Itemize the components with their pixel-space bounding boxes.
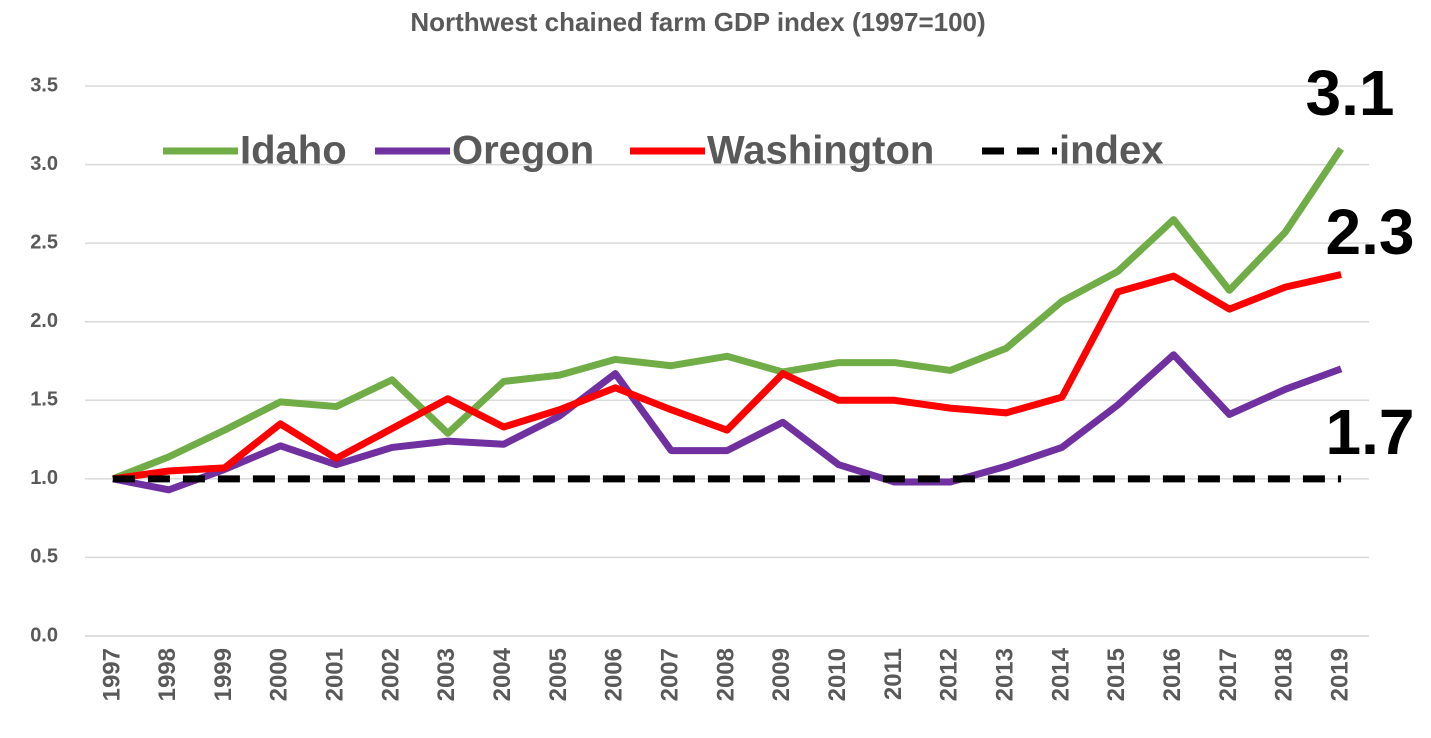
x-tick-label: 2015 <box>1103 648 1130 701</box>
x-tick-label: 1998 <box>154 648 181 701</box>
x-tick-label: 2013 <box>991 648 1018 701</box>
annotation: 3.1 <box>1306 57 1395 129</box>
y-tick-label: 1.5 <box>30 389 58 411</box>
x-tick-label: 2016 <box>1159 648 1186 701</box>
x-tick-label: 2009 <box>768 648 795 701</box>
x-tick-label: 2003 <box>433 648 460 701</box>
x-tick-label: 2006 <box>601 648 628 701</box>
y-tick-label: 1.0 <box>30 467 58 489</box>
x-tick-label: 2007 <box>657 648 684 701</box>
x-tick-label: 2001 <box>322 648 349 701</box>
y-tick-label: 0.0 <box>30 624 58 646</box>
annotation: 2.3 <box>1326 196 1415 268</box>
x-tick-label: 2004 <box>489 647 516 701</box>
series-line <box>111 146 1344 483</box>
legend-label: Oregon <box>452 129 594 173</box>
y-tick-label: 3.0 <box>30 153 58 175</box>
y-tick-label: 0.5 <box>30 546 58 568</box>
x-tick-label: 2002 <box>377 648 404 701</box>
y-tick-label: 2.5 <box>30 231 58 253</box>
y-tick-label: 3.5 <box>30 74 58 96</box>
legend-label: index <box>1059 129 1163 173</box>
x-tick-label: 1999 <box>210 648 237 701</box>
x-tick-label: 2012 <box>936 648 963 701</box>
y-tick-label: 2.0 <box>30 310 58 332</box>
series-line <box>112 271 1342 483</box>
series-line <box>112 351 1343 494</box>
x-tick-label: 2000 <box>266 648 293 701</box>
legend-label: Idaho <box>240 129 347 173</box>
x-tick-label: 2005 <box>545 648 572 701</box>
x-tick-label: 2011 <box>880 648 907 700</box>
x-tick-label: 2017 <box>1215 648 1242 701</box>
x-tick-label: 2010 <box>824 648 851 701</box>
legend-label: Washington <box>707 129 934 173</box>
chart-title: Northwest chained farm GDP index (1997=1… <box>410 7 985 37</box>
x-tick-label: 2014 <box>1047 647 1074 701</box>
x-tick-label: 2008 <box>712 648 739 701</box>
x-tick-label: 1997 <box>98 648 125 701</box>
x-tick-label: 2018 <box>1271 648 1298 701</box>
annotation: 1.7 <box>1326 396 1415 468</box>
x-tick-label: 2019 <box>1326 648 1353 701</box>
